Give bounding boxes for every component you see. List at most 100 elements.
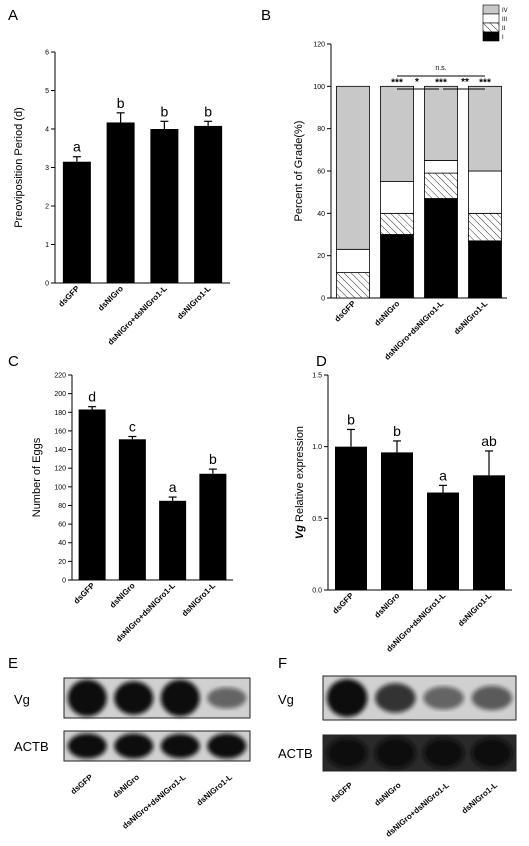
x-category-label: dsGFP [72, 581, 97, 606]
blot-lane-label: dsGFP [329, 780, 355, 804]
blot-band [471, 737, 513, 769]
y-tick-label: 0.5 [312, 516, 322, 523]
panel-label-e: E [8, 655, 18, 672]
y-tick-label: 100 [54, 484, 66, 491]
blot-band [207, 733, 247, 759]
legend-swatch-iii [482, 13, 500, 24]
y-tick-label: 200 [54, 391, 66, 398]
blot-row-label: ACTB [278, 746, 313, 761]
x-category-label: dsNlGro1-L [452, 299, 489, 336]
significance-letter: a [73, 139, 81, 155]
stacked-segment-i [424, 198, 458, 299]
blot-band [160, 733, 200, 759]
y-tick-label: 6 [45, 50, 49, 57]
stacked-segment-ii [380, 212, 414, 235]
y-tick-label: 100 [313, 84, 325, 91]
significance-stars: *** [391, 77, 403, 88]
blot-row-label: Vg [278, 692, 294, 707]
blot-band [67, 679, 107, 717]
comparison-label: * [415, 77, 419, 88]
bar [78, 409, 106, 580]
blot-band [423, 737, 464, 769]
significance-letter: d [88, 389, 96, 405]
panel-label-b: B [261, 7, 271, 24]
chart-panel-d: 0.0 0.5 1.0 1.5 Vg Relative expression b b a ab d… [294, 373, 512, 654]
significance-letter: b [209, 451, 217, 467]
bar [381, 452, 413, 590]
y-axis-label: Number of Eggs [31, 437, 43, 517]
blot-band [326, 678, 368, 718]
y-tick-label: 60 [317, 169, 325, 176]
y-tick-label: 4 [45, 127, 49, 134]
panel-label-a: A [8, 7, 18, 24]
significance-letter: b [204, 103, 212, 119]
stacked-segment-iv [468, 85, 502, 172]
y-tick-label: 1.5 [312, 373, 322, 380]
y-tick-label: 120 [54, 466, 66, 473]
y-tick-label: 20 [317, 253, 325, 260]
stacked-segment-iv [336, 85, 370, 250]
y-tick-label: 1 [45, 242, 49, 249]
x-category-label: dsGFP [333, 299, 358, 324]
significance-letter: b [117, 95, 125, 111]
blot-band [114, 733, 154, 759]
stacked-segment-iii [468, 170, 502, 214]
significance-letter: ab [481, 433, 497, 449]
x-category-label: dsNlGro [108, 581, 137, 610]
y-tick-label: 0.0 [312, 588, 322, 595]
y-axis-label: Percent of Grade(%) [293, 121, 305, 222]
stacked-segment-iv [380, 85, 414, 182]
y-axis-label: Preoviposition Period (d) [13, 107, 25, 227]
y-tick-label: 120 [313, 42, 325, 49]
legend-label: IV [502, 8, 508, 14]
significance-letter: a [439, 467, 447, 483]
y-tick-label: 140 [54, 447, 66, 454]
x-category-label: dsGFP [57, 284, 82, 309]
significance-letter: b [347, 411, 355, 427]
stacked-segment-iii [424, 160, 458, 174]
blot-band [114, 681, 154, 715]
blot-lane-label: dsGFP [69, 772, 95, 796]
panel-label-d: D [316, 353, 327, 370]
bar [62, 161, 91, 283]
y-tick-label: 40 [317, 211, 325, 218]
blot-band [375, 737, 416, 769]
chart-panel-a: 0 1 2 3 4 5 6 Preoviposition Period (d) a b b b dsGF… [13, 50, 230, 347]
bar [427, 492, 459, 590]
bar [473, 475, 505, 590]
bar [118, 439, 146, 580]
blot-band [375, 683, 416, 713]
y-tick-label: 80 [58, 503, 66, 510]
y-axis-label-rest: Relative expression [294, 426, 306, 525]
stacked-segment-ii [424, 172, 458, 199]
significance-letter: b [160, 103, 168, 119]
bar [194, 125, 223, 283]
significance-letter: b [393, 423, 401, 439]
y-tick-label: 160 [54, 428, 66, 435]
stacked-segment-i [380, 234, 414, 299]
y-tick-label: 220 [54, 373, 66, 380]
significance-letter: a [169, 479, 177, 495]
comparison-label: n.s. [435, 65, 446, 72]
x-category-label: dsNlGro1-L [456, 591, 493, 628]
blot-band [471, 685, 513, 711]
blot-row-label: Vg [14, 692, 30, 707]
y-tick-label: 0 [45, 281, 49, 288]
blot-band [207, 687, 247, 709]
x-category-label: dsNlGro [373, 591, 402, 620]
panel-label-c: C [8, 353, 19, 370]
bar [159, 500, 187, 580]
x-category-label: dsNlGro1-L [175, 284, 212, 321]
x-category-label: dsNlGro [96, 284, 125, 313]
significance-letter: c [129, 419, 136, 435]
blot-row-label: ACTB [14, 739, 49, 754]
chart-panel-c: 0 20 40 60 80 100 120 140 160 180 200 220 Number of … [31, 373, 233, 644]
stacked-segment-iv [424, 85, 458, 161]
comparison-label: ** [461, 77, 469, 88]
significance-stars: *** [435, 77, 447, 88]
blot-lane-label: dsNlGro [111, 773, 141, 800]
